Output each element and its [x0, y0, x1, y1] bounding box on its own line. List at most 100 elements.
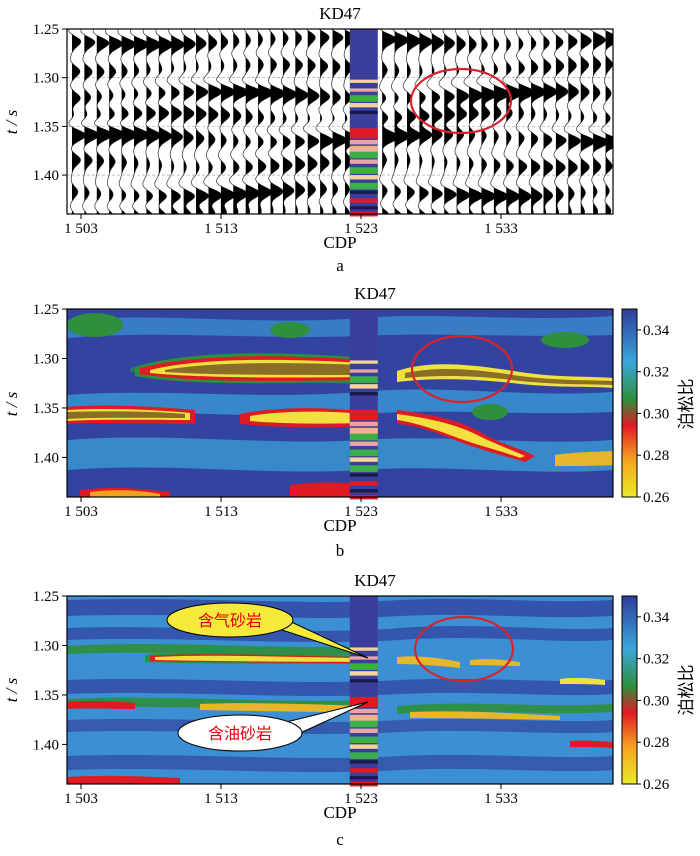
- wiggle-fill: [96, 29, 113, 214]
- wiggle-fill: [196, 29, 209, 214]
- panel-a-title: KD47: [319, 4, 361, 23]
- panel-b-y-label: t / s: [2, 391, 21, 416]
- gas-callout-text: 含气砂岩: [198, 611, 262, 630]
- wiggle-fill: [320, 29, 334, 214]
- panel-a-gridlines: [67, 29, 613, 176]
- colorbar-tick-label: 0.26: [643, 777, 670, 793]
- panel-c-colorbar: [621, 595, 638, 785]
- wiggle-fill: [84, 29, 100, 214]
- well-log-stripe: [349, 206, 378, 210]
- panel-b-gas-layer-core: [165, 363, 365, 375]
- wiggle-fill: [245, 29, 262, 214]
- well-log-stripe: [349, 656, 378, 660]
- well-log-stripe: [349, 465, 378, 472]
- x-tick-label: 1 533: [484, 504, 518, 520]
- well-log-stripe: [349, 433, 378, 441]
- well-log-stripe: [349, 140, 378, 145]
- well-log-stripe: [349, 736, 378, 744]
- wiggle-fill: [332, 29, 348, 214]
- well-log-stripe: [349, 714, 378, 722]
- panel-c-oil-mid: [200, 703, 366, 712]
- wiggle-fill: [220, 29, 236, 214]
- well-log-stripe: [349, 88, 378, 92]
- y-tick-label: 1.30: [33, 71, 59, 87]
- well-log-stripe: [349, 663, 378, 670]
- wiggle-fill: [431, 29, 444, 214]
- well-log-stripe: [349, 427, 378, 435]
- panel-a-x-axis: 1 503 1 513 1 523 1 533: [64, 214, 518, 237]
- well-log-stripe: [349, 752, 378, 759]
- well-log-stripe: [349, 182, 378, 190]
- well-log-stripe: [349, 702, 378, 708]
- wiggle-trace: [438, 29, 457, 214]
- x-tick-label: 1 513: [204, 221, 238, 237]
- well-log-stripe: [349, 473, 378, 477]
- wiggle-fill: [71, 29, 86, 214]
- panel-c-well-log: [349, 596, 378, 787]
- wiggle-fill: [146, 29, 162, 214]
- panel-c-band-dark-5: [67, 754, 613, 772]
- wiggle-fill: [444, 29, 457, 214]
- x-tick-label: 1 513: [204, 791, 238, 807]
- panel-b-bottom-right-red: [290, 482, 366, 497]
- panel-a-frame: [66, 28, 614, 215]
- well-log-stripe: [349, 409, 378, 417]
- panel-a-y-axis: 1.25 1.30 1.35 1.40: [33, 22, 67, 184]
- y-tick-label: 1.30: [33, 351, 59, 367]
- panel-b-y-axis: 1.25 1.30 1.35 1.40: [33, 302, 67, 466]
- wiggle-fill: [506, 29, 524, 214]
- wiggle-trace: [117, 29, 139, 214]
- wiggle-fill: [493, 29, 511, 214]
- well-log-stripe: [349, 360, 378, 364]
- well-log-stripe: [349, 720, 378, 728]
- wiggle-trace: [414, 29, 433, 214]
- wiggle-trace: [68, 29, 87, 214]
- well-log-stripe: [349, 369, 378, 373]
- panel-a-well-log: [349, 29, 378, 217]
- panel-b-highlight-ellipse: [410, 334, 514, 404]
- panel-c-title: KD47: [354, 571, 396, 590]
- wiggle-fill: [456, 29, 471, 214]
- x-tick-label: 1 533: [484, 221, 518, 237]
- well-log-stripe: [349, 728, 378, 733]
- panel-c-gas-layer-right: [397, 656, 460, 668]
- panel-c-colorbar-ticks: 0.34 0.32 0.30 0.28 0.26: [637, 610, 670, 793]
- colorbar-tick-label: 0.30: [643, 406, 669, 422]
- wiggle-trace: [80, 29, 100, 214]
- well-log-stripe: [349, 671, 378, 676]
- panel-c-right-yellow: [560, 677, 605, 685]
- well-log-stripe: [349, 481, 378, 486]
- wiggle-fill: [109, 29, 126, 214]
- panel-b-heatmap: [67, 309, 613, 497]
- panel-b-x-label: CDP: [323, 516, 356, 535]
- panel-c-gas-layer-yellow: [155, 655, 366, 662]
- well-log-stripe: [349, 421, 378, 427]
- wiggle-fill: [555, 29, 569, 214]
- panel-c-oil-left: [67, 700, 135, 709]
- panel-a-highlight-ellipse: [409, 67, 513, 135]
- wiggle-trace: [476, 29, 498, 214]
- y-tick-label: 1.35: [33, 401, 59, 417]
- colorbar-tick-label: 0.32: [643, 652, 669, 668]
- panel-a-y-label: t / s: [2, 109, 21, 134]
- well-log-stripe: [349, 647, 378, 651]
- wiggle-trace: [92, 29, 114, 214]
- well-log-stripe: [349, 110, 378, 115]
- x-tick-label: 1 523: [344, 504, 378, 520]
- wiggle-fill: [580, 29, 595, 214]
- well-log-stripe: [349, 190, 378, 194]
- y-tick-label: 1.25: [33, 302, 59, 318]
- well-log-stripe: [349, 708, 378, 714]
- y-tick-label: 1.40: [33, 168, 59, 184]
- wiggle-fill: [270, 29, 286, 214]
- panel-a-background: [67, 29, 613, 214]
- y-tick-label: 1.30: [33, 638, 59, 654]
- oil-callout-text: 含油砂岩: [208, 724, 272, 743]
- y-tick-label: 1.40: [33, 737, 59, 753]
- well-log-stripe: [349, 167, 378, 174]
- wiggle-fill: [121, 29, 138, 214]
- wiggle-trace: [203, 29, 223, 214]
- wiggle-fill: [531, 29, 547, 214]
- wiggle-fill: [407, 29, 422, 214]
- panel-c-colorbar-label: 泊松比: [677, 665, 697, 716]
